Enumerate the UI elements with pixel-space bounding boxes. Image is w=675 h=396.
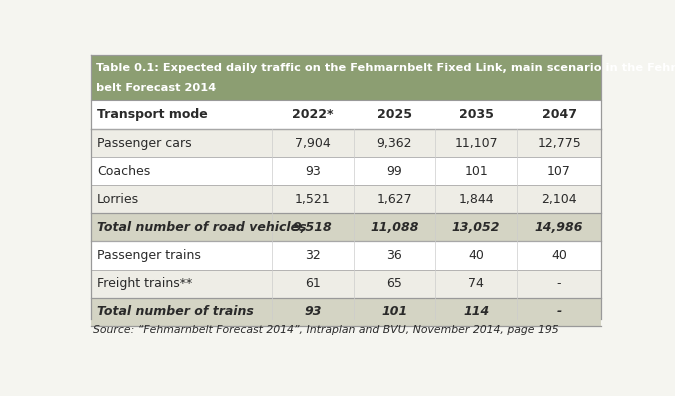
Bar [90, 129, 601, 157]
Text: 114: 114 [463, 305, 489, 318]
Text: 2025: 2025 [377, 108, 412, 121]
Text: 74: 74 [468, 277, 484, 290]
Text: 7,904: 7,904 [295, 137, 331, 150]
Bar [90, 297, 601, 326]
Bar [90, 213, 601, 242]
Text: Transport mode: Transport mode [97, 108, 208, 121]
Text: 11,088: 11,088 [370, 221, 418, 234]
Text: 9,362: 9,362 [377, 137, 412, 150]
Text: 93: 93 [305, 165, 321, 178]
Text: 1,844: 1,844 [458, 193, 494, 206]
Bar [90, 270, 601, 297]
Text: 2,104: 2,104 [541, 193, 577, 206]
Text: 61: 61 [305, 277, 321, 290]
Text: 99: 99 [387, 165, 402, 178]
Text: 14,986: 14,986 [535, 221, 583, 234]
Text: 101: 101 [464, 165, 488, 178]
Text: 40: 40 [468, 249, 484, 262]
Text: 2035: 2035 [459, 108, 493, 121]
Text: 1,521: 1,521 [295, 193, 331, 206]
Text: 36: 36 [387, 249, 402, 262]
Text: 11,107: 11,107 [454, 137, 498, 150]
Text: Table 0.1: Expected daily traffic on the Fehmarnbelt Fixed Link, main scenario i: Table 0.1: Expected daily traffic on the… [96, 63, 675, 73]
Bar [90, 100, 601, 129]
Text: Coaches: Coaches [97, 165, 150, 178]
Text: 65: 65 [387, 277, 402, 290]
Bar [90, 242, 601, 270]
Text: Total number of trains: Total number of trains [97, 305, 254, 318]
Text: Freight trains**: Freight trains** [97, 277, 192, 290]
Text: 12,775: 12,775 [537, 137, 581, 150]
Text: belt Forecast 2014: belt Forecast 2014 [96, 83, 216, 93]
Text: 2047: 2047 [541, 108, 576, 121]
Text: 40: 40 [551, 249, 567, 262]
Text: 9,518: 9,518 [293, 221, 333, 234]
Text: 2022*: 2022* [292, 108, 333, 121]
Text: -: - [556, 305, 562, 318]
Text: Total number of road vehicles: Total number of road vehicles [97, 221, 306, 234]
Text: Passenger trains: Passenger trains [97, 249, 200, 262]
Text: Source: “Fehmarnbelt Forecast 2014”, Intraplan and BVU, November 2014, page 195: Source: “Fehmarnbelt Forecast 2014”, Int… [93, 325, 559, 335]
Text: Lorries: Lorries [97, 193, 139, 206]
Text: Passenger cars: Passenger cars [97, 137, 192, 150]
Bar [90, 55, 601, 100]
Bar [90, 157, 601, 185]
Text: -: - [557, 277, 562, 290]
Text: 107: 107 [547, 165, 571, 178]
Text: 32: 32 [305, 249, 321, 262]
Text: 101: 101 [381, 305, 408, 318]
Bar [90, 185, 601, 213]
Text: 13,052: 13,052 [452, 221, 500, 234]
Text: 93: 93 [304, 305, 321, 318]
Text: 1,627: 1,627 [377, 193, 412, 206]
